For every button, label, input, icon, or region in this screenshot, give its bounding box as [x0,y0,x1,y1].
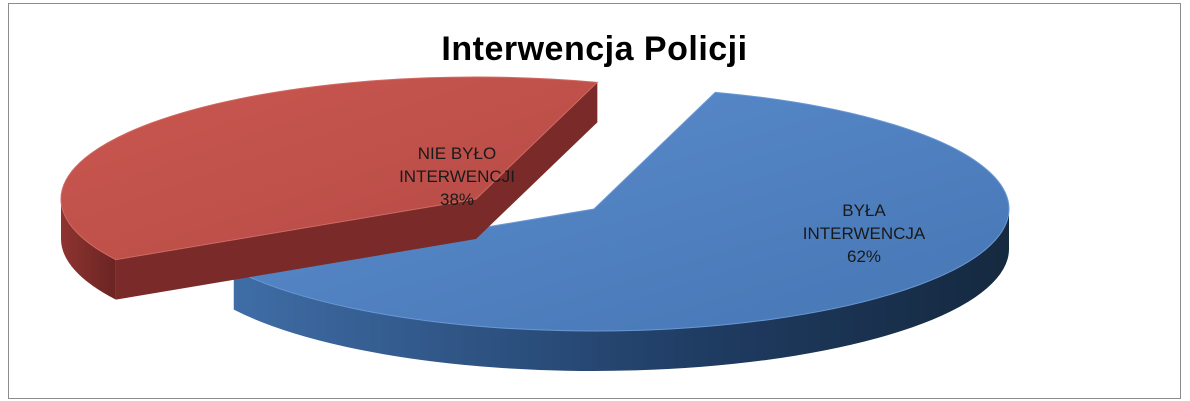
chart-frame: Interwencja Policji BYŁA INTERWENCJA 62% NI [8,3,1181,399]
slice-cut-face [115,199,477,300]
slice-top-face [232,91,1010,332]
slice-top-face [60,76,599,261]
slice-category-label: INTERWENCJA [803,224,926,243]
pie-slice-byla-interwencja [232,91,1010,372]
slice-side-wall [233,209,1010,372]
slice-value-label: 62% [847,247,881,266]
pie-slice-nie-bylo-interwencji [60,76,599,300]
slice-side-wall [61,199,116,300]
slice-value-label: 38% [440,190,474,209]
slice-category-label: BYŁA [842,201,886,220]
slice-cut-face [476,82,598,240]
chart-title: Interwencja Policji [441,30,748,68]
pie-chart: BYŁA INTERWENCJA 62% NIE BYŁO INTERWENCJI 38% [60,76,1010,372]
slice-category-label: NIE BYŁO [418,144,496,163]
slice-category-label: INTERWENCJI [399,167,515,186]
